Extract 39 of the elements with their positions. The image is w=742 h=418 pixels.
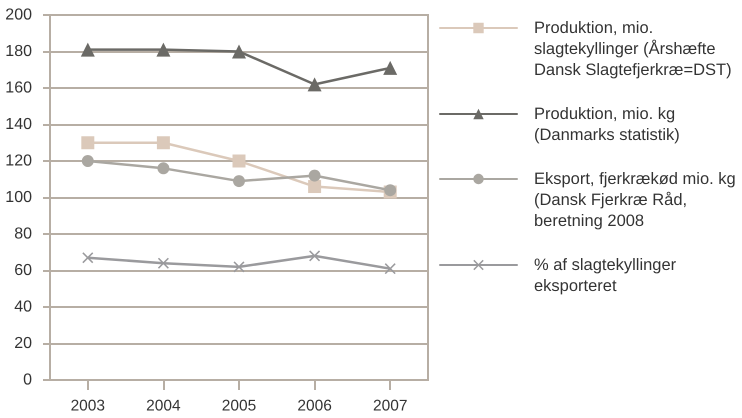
legend-label: % af slagtekyllinger eksporteret — [534, 256, 677, 295]
point — [232, 44, 246, 58]
y-tick-label: 40 — [14, 298, 32, 316]
x-tick-label: 2003 — [70, 398, 106, 414]
y-tick-label: 60 — [14, 262, 32, 279]
legend-label: Produktion, mio. kg (Danmarks statistik) — [534, 105, 680, 144]
legend-label: Eksport, fjerkrækød mio. kg (Dansk Fjerkræ Råd, beretning 2008 — [534, 170, 736, 230]
point — [309, 250, 320, 262]
point — [157, 162, 170, 174]
y-tick-label: 20 — [14, 335, 32, 352]
y-tick-label: 100 — [5, 189, 32, 206]
point — [232, 154, 246, 168]
point — [308, 77, 322, 92]
point — [80, 42, 95, 57]
point — [308, 170, 321, 182]
x-tick-label: 2007 — [372, 398, 408, 414]
point — [81, 136, 94, 150]
y-tick-label: 80 — [14, 226, 32, 242]
point — [82, 155, 94, 167]
legend-label: Produktion, mio. slagtekyllinger (Årshæfte Dansk Slagtefjerkræ=DST) — [534, 19, 732, 79]
y-tick-label: 140 — [5, 116, 32, 133]
y-tick-label: 200 — [5, 6, 32, 24]
y-tick-label: 160 — [5, 80, 32, 96]
point — [158, 258, 169, 269]
point — [384, 184, 396, 196]
y-tick-label: 180 — [5, 43, 32, 60]
point — [156, 136, 170, 150]
point — [234, 261, 244, 272]
point — [308, 180, 322, 194]
x-tick-label: 2005 — [222, 398, 256, 414]
point — [233, 175, 245, 188]
point — [156, 42, 170, 57]
y-tick-label: 120 — [5, 152, 32, 170]
x-tick-label: 2004 — [146, 398, 182, 414]
y-tick-label: 0 — [23, 372, 32, 388]
point — [384, 263, 396, 274]
point — [383, 60, 398, 75]
x-tick-label: 2006 — [297, 398, 332, 414]
point — [82, 252, 94, 264]
